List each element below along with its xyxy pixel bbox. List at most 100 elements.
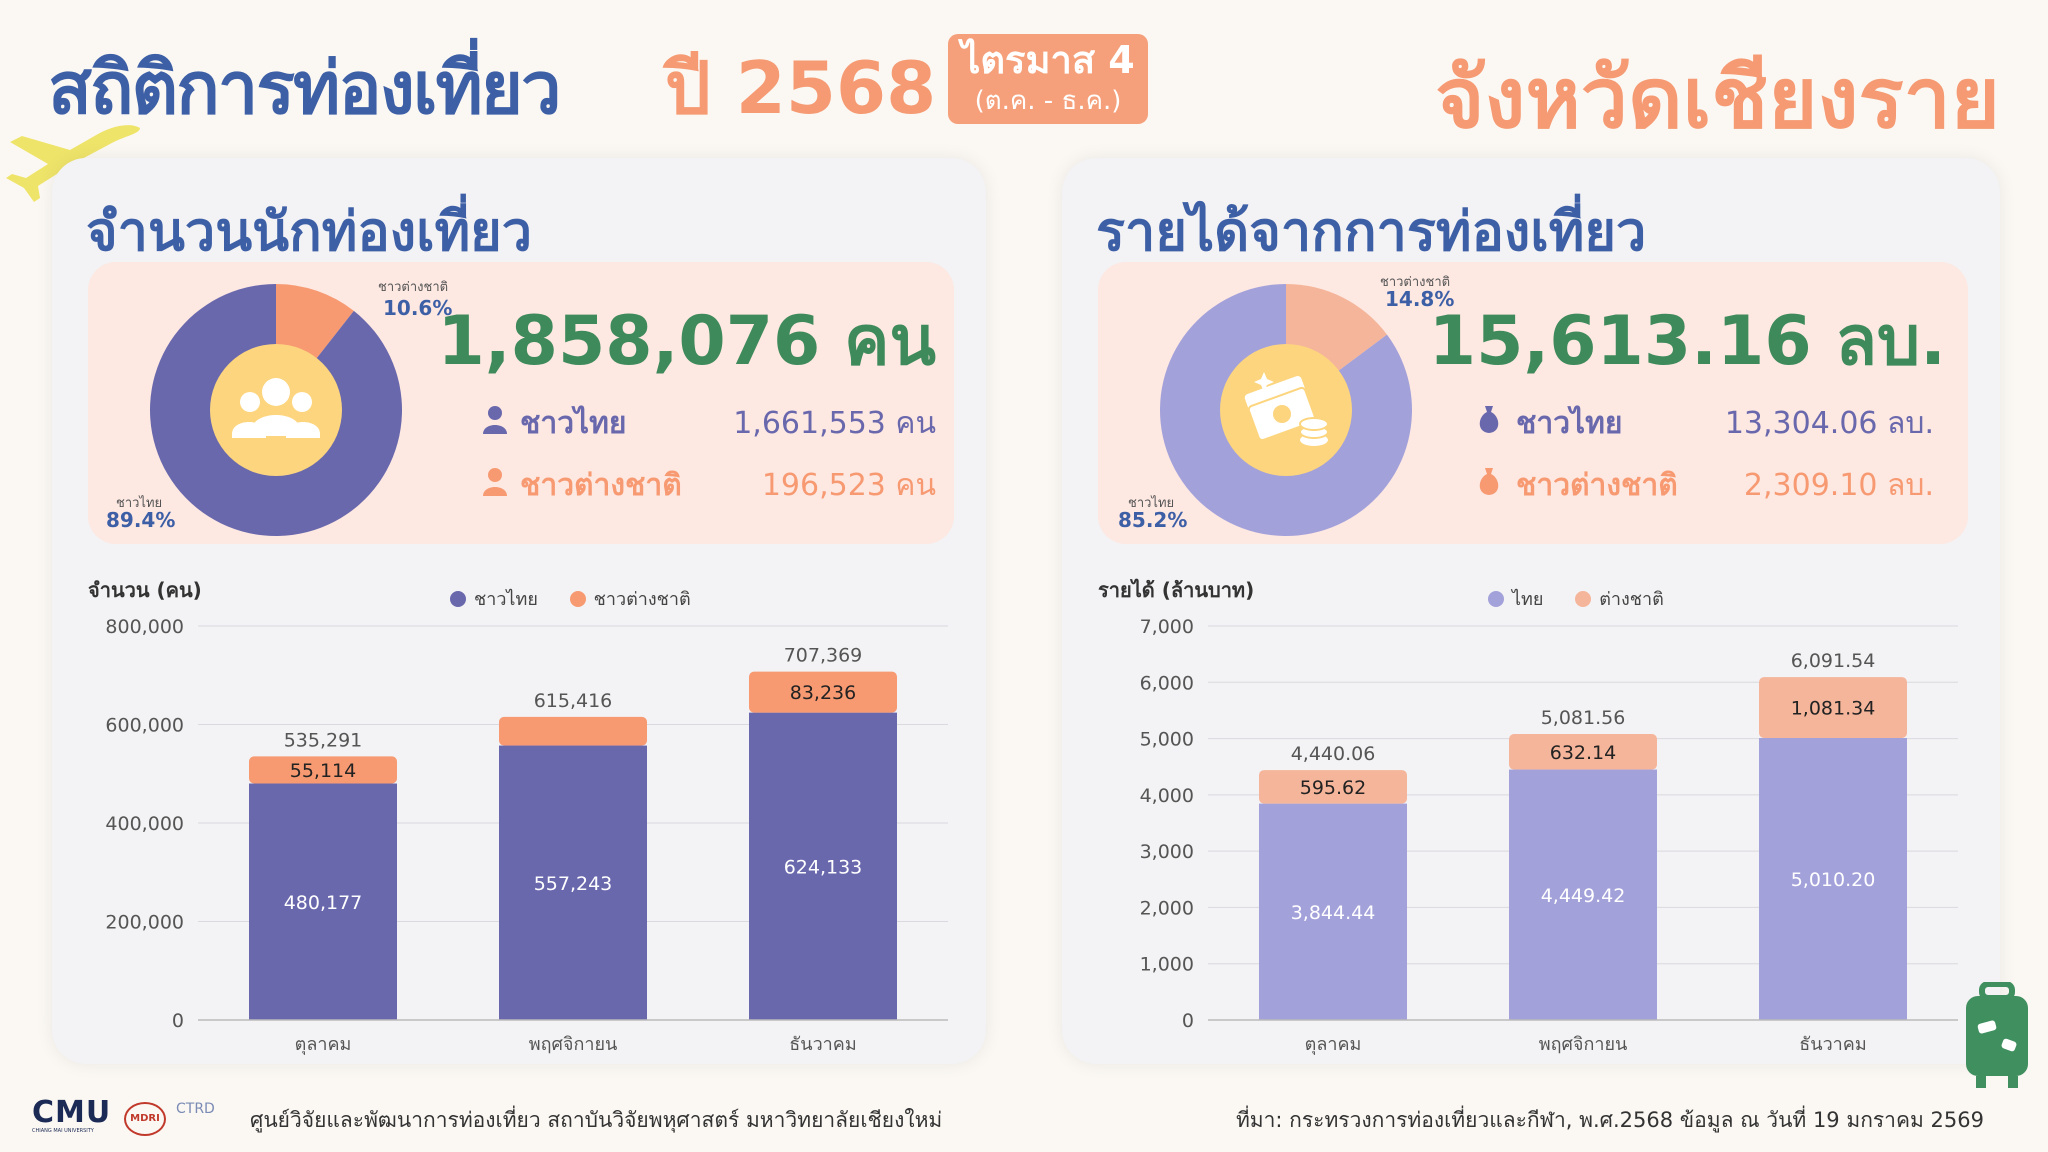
y-tick-label: 5,000 [1140, 729, 1194, 751]
quarter-label: ไตรมาส 4 [961, 38, 1135, 82]
y-tick-label: 2,000 [1140, 897, 1194, 919]
bar-label-foreign: 632.14 [1550, 742, 1616, 764]
pie2-thai-label: ชาวไทย [1128, 496, 1175, 511]
visitors-thai-value: 1,661,553 คน [733, 406, 936, 441]
visitors-card-title: จำนวนนักท่องเที่ยว [86, 200, 533, 263]
province-title: จังหวัดเชียงราย [1435, 49, 2000, 147]
bar-label-foreign: 55,114 [290, 760, 356, 782]
legend-label-thai: ชาวไทย [474, 589, 538, 610]
bar-segment-foreign [249, 756, 397, 784]
bar-segment-thai [749, 712, 897, 1020]
revenue-card-title: รายได้จากการท่องเที่ยว [1096, 200, 1647, 263]
visitors-legend: ชาวไทย ชาวต่างชาติ [450, 584, 691, 613]
revenue-thai-label: ชาวไทย [1516, 406, 1623, 441]
bar-segment-foreign [499, 716, 647, 746]
visitors-axis-title: จำนวน (คน) [88, 578, 202, 602]
legend-label-foreign: ชาวต่างชาติ [593, 589, 691, 610]
bar-total-label: 535,291 [284, 729, 363, 751]
legend-label-foreign: ต่างชาติ [1599, 589, 1664, 610]
bar-label-foreign: 83,236 [790, 682, 856, 704]
bar-label-thai: 480,177 [284, 892, 363, 914]
bar-total-label: 5,081.56 [1541, 707, 1626, 729]
x-tick-label: ตุลาคม [1305, 1034, 1362, 1055]
revenue-foreign-value: 2,309.10 ลบ. [1743, 468, 1934, 503]
cmu-logo-subtext: CHIANG MAI UNIVERSITY [32, 1128, 94, 1134]
bar-total-label: 707,369 [784, 645, 863, 667]
revenue-bar-chart: 0 1,000 2,000 3,000 4,000 5,000 6,000 7,000 3,84… [1140, 616, 1958, 1055]
bar-total-label: 615,416 [534, 690, 613, 712]
x-tick-label: ธันวาคม [789, 1034, 856, 1055]
page-year: ปี 2568 [665, 46, 937, 130]
person-icon [483, 468, 507, 496]
legend-item-thai: ชาวไทย [450, 589, 538, 610]
footer-source: ที่มา: กระทรวงการท่องเที่ยวและกีฬา, พ.ศ.… [1235, 1108, 1984, 1132]
quarter-range: (ต.ค. - ธ.ค.) [974, 86, 1122, 116]
cmu-logo: CMU CHIANG MAI UNIVERSITY [32, 1095, 112, 1135]
mdri-logo: MDRI [124, 1102, 166, 1136]
bar-segment-thai [499, 745, 647, 1020]
pie-center [210, 344, 342, 476]
bar-segment-foreign [1259, 770, 1407, 804]
visitors-foreign-label: ชาวต่างชาติ [520, 468, 682, 503]
bar-segment-foreign [749, 671, 897, 713]
ctrd-logo: CTRD [176, 1101, 215, 1117]
quarter-badge: ไตรมาส 4 (ต.ค. - ธ.ค.) [948, 34, 1148, 124]
pie1-foreign-label: ชาวต่างชาติ [378, 280, 449, 295]
pie2-thai-pct: 85.2% [1118, 508, 1188, 532]
people-icon [232, 378, 320, 438]
bar-segment-thai [249, 783, 397, 1020]
legend-item-foreign: ชาวต่างชาติ [569, 589, 691, 610]
legend-swatch-thai [1488, 591, 1504, 607]
cmu-logo-text: CMU [32, 1095, 112, 1130]
bar-label-thai: 557,243 [534, 873, 613, 895]
x-tick-label: ธันวาคม [1799, 1034, 1866, 1055]
pie1-thai-pct: 89.4% [106, 508, 176, 532]
bar-segment-foreign [1509, 733, 1657, 770]
visitors-pie [150, 284, 402, 536]
legend-label-thai: ไทย [1512, 589, 1544, 610]
bar-segment-thai [1759, 737, 1907, 1020]
legend-swatch-foreign [1575, 591, 1592, 607]
bar-total-label: 6,091.54 [1791, 650, 1876, 672]
suitcase-icon [1966, 982, 2028, 1088]
visitors-thai-label: ชาวไทย [520, 406, 627, 441]
x-tick-label: พฤศจิกายน [1539, 1034, 1628, 1055]
money-icon [1244, 372, 1329, 446]
y-tick-label: 0 [172, 1010, 184, 1032]
money-bag-icon [1479, 468, 1499, 495]
money-bag-icon [1479, 406, 1499, 433]
bar-label-thai: 4,449.42 [1541, 885, 1626, 907]
bar-segment-thai [1509, 769, 1657, 1020]
visitors-total: 1,858,076 คน [437, 302, 936, 381]
pie1-thai-label: ชาวไทย [116, 496, 163, 511]
footer-institute: ศูนย์วิจัยและพัฒนาการท่องเที่ยว สถาบันวิ… [250, 1108, 943, 1132]
y-tick-label: 7,000 [1140, 616, 1194, 638]
bar-total-label: 4,440.06 [1291, 743, 1376, 765]
y-tick-label: 400,000 [105, 813, 184, 835]
revenue-total: 15,613.16 ลบ. [1428, 302, 1946, 381]
visitors-bar-chart: 0 200,000 400,000 600,000 800,000 480,177 55,1… [105, 616, 948, 1055]
y-tick-label: 0 [1182, 1010, 1194, 1032]
legend-swatch-thai [450, 591, 466, 607]
revenue-pie [1160, 284, 1412, 536]
bar-label-thai: 624,133 [784, 856, 863, 878]
person-icon [483, 406, 507, 434]
bar-label-thai: 3,844.44 [1291, 902, 1376, 924]
y-tick-label: 800,000 [105, 616, 184, 638]
y-tick-label: 6,000 [1140, 672, 1194, 694]
bar-segment-foreign [1759, 677, 1907, 738]
x-tick-label: ตุลาคม [295, 1034, 352, 1055]
visitors-foreign-value: 196,523 คน [761, 468, 936, 503]
bar-segment-thai [1259, 803, 1407, 1020]
revenue-axis-title: รายได้ (ล้านบาท) [1098, 578, 1255, 602]
pie1-foreign-pct: 10.6% [383, 296, 453, 320]
bar-label-thai: 5,010.20 [1791, 869, 1876, 891]
revenue-legend: ไทย ต่างชาติ [1488, 584, 1664, 613]
y-tick-label: 3,000 [1140, 841, 1194, 863]
y-tick-label: 1,000 [1140, 954, 1194, 976]
bar-label-foreign: 595.62 [1300, 777, 1366, 799]
revenue-foreign-label: ชาวต่างชาติ [1516, 468, 1678, 503]
legend-item-thai: ไทย [1488, 589, 1543, 610]
pie2-foreign-label: ชาวต่างชาติ [1380, 275, 1451, 290]
y-tick-label: 4,000 [1140, 785, 1194, 807]
